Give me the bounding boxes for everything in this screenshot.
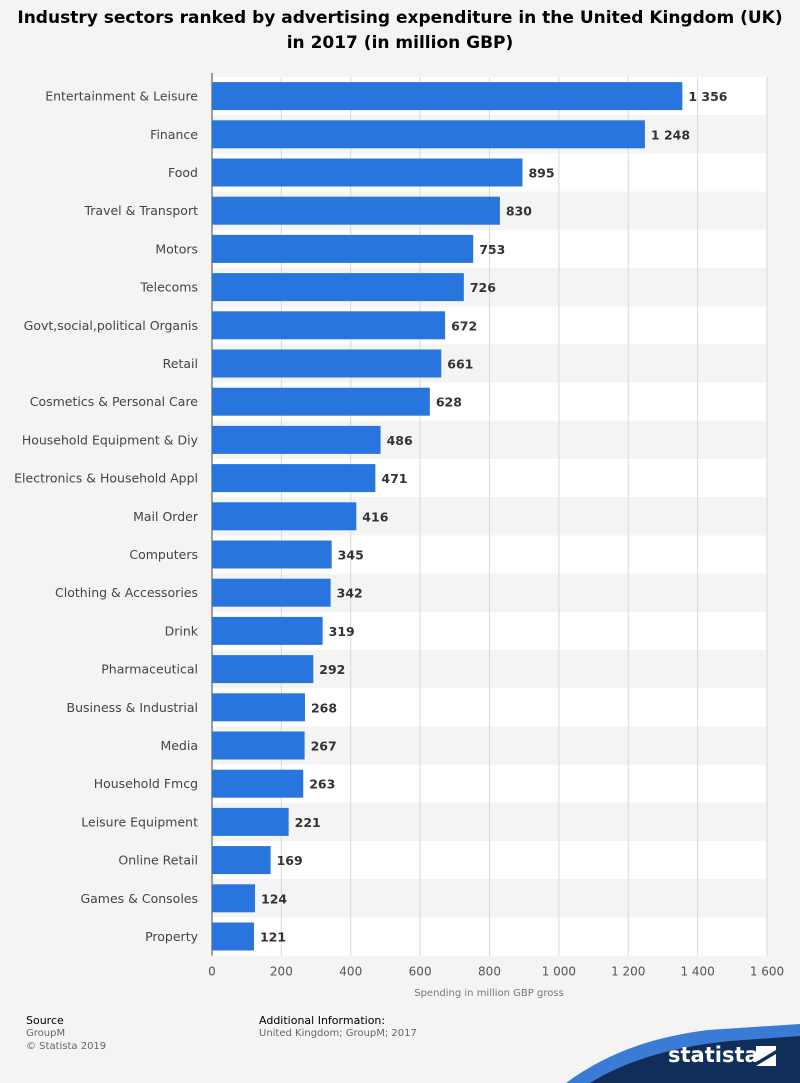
bar	[212, 502, 357, 531]
footer-band	[590, 1036, 800, 1083]
category-label: Food	[168, 165, 198, 180]
value-labels: 1 356 1 248 895 830 753 726 672 661 628 486 471 416…	[260, 89, 728, 944]
bar	[212, 349, 442, 378]
category-label: Business & Industrial	[67, 700, 198, 715]
source-label: Source	[26, 1014, 64, 1027]
category-label: Entertainment & Leisure	[45, 89, 198, 104]
additional-info-value: United Kingdom; GroupM; 2017	[259, 1028, 417, 1039]
bar	[212, 82, 683, 111]
category-label: Household Fmcg	[94, 776, 198, 791]
category-label: Mail Order	[133, 509, 199, 524]
category-label: Computers	[129, 547, 198, 562]
category-label: Online Retail	[118, 853, 198, 868]
value-label: 672	[451, 318, 477, 333]
source-value: GroupM	[26, 1028, 66, 1039]
statista-logo-icon	[756, 1046, 776, 1066]
copyright: © Statista 2019	[26, 1041, 107, 1052]
bar	[212, 234, 474, 263]
x-tick-label: 1 200	[611, 965, 645, 979]
value-label: 628	[436, 395, 462, 410]
bar	[212, 273, 464, 302]
category-label: Clothing & Accessories	[55, 585, 198, 600]
value-label: 726	[470, 280, 496, 295]
bar	[212, 731, 305, 760]
x-tick-label: 1 600	[750, 965, 784, 979]
value-label: 895	[528, 166, 554, 181]
x-tick-labels: 0 200 400 600 800 1 000 1 200 1 400 1 600	[208, 965, 784, 979]
x-tick-label: 1 400	[680, 965, 714, 979]
category-label: Govt,social,political Organis	[24, 318, 198, 333]
bar	[212, 158, 523, 187]
value-label: 319	[329, 624, 355, 639]
category-label: Media	[160, 738, 198, 753]
category-label: Finance	[150, 127, 198, 142]
bar	[212, 846, 271, 875]
value-label: 292	[319, 662, 345, 677]
bar	[212, 693, 305, 722]
category-label: Motors	[155, 241, 198, 256]
value-label: 124	[261, 891, 287, 906]
x-tick-label: 1 000	[542, 965, 576, 979]
category-label: Property	[145, 929, 198, 944]
bar	[212, 655, 314, 684]
value-label: 1 356	[688, 89, 727, 104]
chart-title: Industry sectors ranked by advertising e…	[17, 8, 783, 53]
category-label: Games & Consoles	[80, 891, 198, 906]
value-label: 345	[338, 548, 364, 563]
additional-info-label: Additional Information:	[259, 1014, 386, 1027]
bar	[212, 464, 376, 493]
category-labels: Entertainment & Leisure Finance Food Travel…	[14, 89, 199, 944]
value-label: 830	[506, 204, 532, 219]
value-label: 471	[381, 471, 407, 486]
x-tick-label: 400	[339, 965, 362, 979]
category-label: Household Equipment & Diy	[22, 432, 199, 447]
bar	[212, 578, 331, 607]
bar	[212, 196, 500, 225]
value-label: 416	[362, 509, 388, 524]
category-label: Pharmaceutical	[101, 662, 198, 677]
bar	[212, 616, 323, 645]
bar	[212, 425, 381, 454]
category-label: Telecoms	[139, 280, 198, 295]
bars	[212, 82, 683, 951]
bar	[212, 884, 256, 913]
value-label: 268	[311, 700, 337, 715]
bar	[212, 769, 304, 798]
bar	[212, 120, 645, 149]
bar	[212, 540, 332, 569]
category-label: Travel & Transport	[83, 203, 198, 218]
x-tick-label: 200	[270, 965, 293, 979]
bar	[212, 807, 289, 836]
bar	[212, 387, 430, 416]
category-label: Drink	[165, 623, 199, 638]
value-label: 486	[387, 433, 413, 448]
x-tick-label: 800	[478, 965, 501, 979]
bar	[212, 311, 446, 340]
category-label: Electronics & Household Appl	[14, 471, 198, 486]
value-label: 661	[447, 357, 473, 372]
category-label: Cosmetics & Personal Care	[30, 394, 199, 409]
x-tick-label: 0	[208, 965, 216, 979]
value-label: 753	[479, 242, 505, 257]
value-label: 121	[260, 930, 286, 945]
x-axis-label: Spending in million GBP gross	[414, 988, 564, 999]
category-label: Leisure Equipment	[81, 814, 198, 829]
statista-logo: statista	[668, 1043, 759, 1067]
value-label: 221	[295, 815, 321, 830]
value-label: 263	[309, 777, 335, 792]
category-label: Retail	[163, 356, 198, 371]
value-label: 1 248	[651, 127, 690, 142]
value-label: 267	[311, 739, 337, 754]
bar	[212, 922, 254, 951]
value-label: 342	[337, 586, 363, 601]
value-label: 169	[277, 853, 303, 868]
x-tick-label: 600	[409, 965, 432, 979]
